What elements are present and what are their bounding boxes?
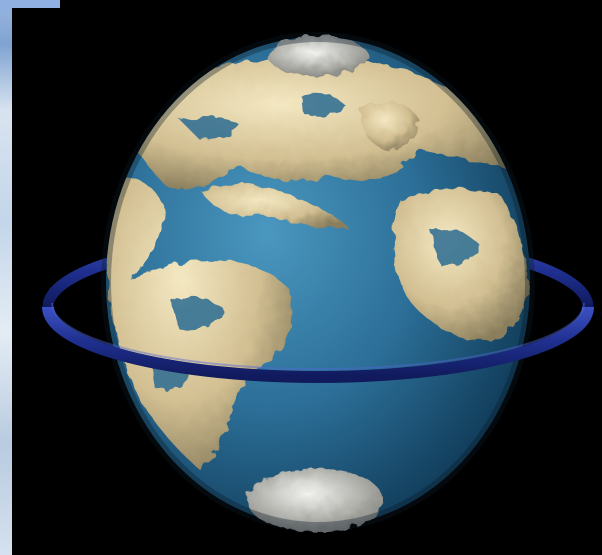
cloud-cover [106,57,528,470]
ring-front [42,306,594,383]
north-ice-cap [268,36,368,76]
south-ice-cap [247,468,383,532]
